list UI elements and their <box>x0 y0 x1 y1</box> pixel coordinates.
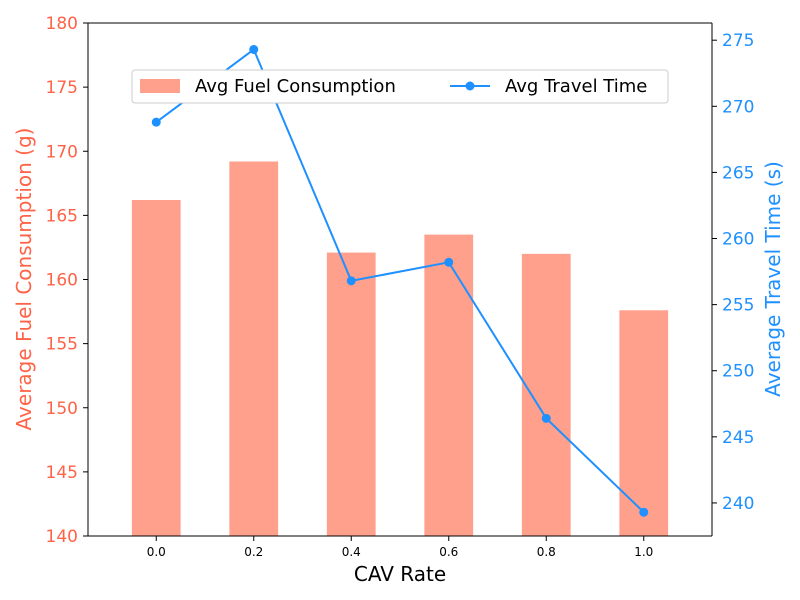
legend-label-travel: Avg Travel Time <box>505 76 647 97</box>
left-y-ticks: 140 145 150 155 160 165 170 175 180 <box>46 14 88 547</box>
right-tick-label-1: 245 <box>722 428 754 448</box>
travel-time-point-3 <box>444 257 454 267</box>
bar-5 <box>619 310 669 536</box>
x-tick-label-3: 0.6 <box>439 545 458 559</box>
left-tick-label-7: 175 <box>46 78 78 98</box>
left-y-axis-label: Average Fuel Consumption (g) <box>12 128 36 431</box>
axes <box>87 22 713 537</box>
x-axis-label: CAV Rate <box>354 562 446 586</box>
x-tick-label-4: 0.8 <box>537 545 556 559</box>
bar-series <box>131 161 669 537</box>
legend: Avg Fuel Consumption Avg Travel Time <box>131 69 669 104</box>
x-tick-label-5: 1.0 <box>634 545 653 559</box>
travel-time-point-1 <box>249 44 259 54</box>
travel-time-point-0 <box>151 117 161 127</box>
right-y-ticks: 240 245 250 255 260 265 270 275 <box>712 31 754 514</box>
legend-line-marker <box>465 81 475 91</box>
bar-4 <box>521 253 571 536</box>
left-tick-label-8: 180 <box>46 14 78 34</box>
legend-bar-swatch <box>140 79 180 93</box>
right-tick-label-4: 260 <box>722 230 754 250</box>
left-tick-label-3: 155 <box>46 335 78 355</box>
x-tick-label-0: 0.0 <box>147 545 166 559</box>
left-tick-label-1: 145 <box>46 463 78 483</box>
right-tick-label-6: 270 <box>722 97 754 117</box>
travel-time-point-2 <box>346 276 356 286</box>
right-tick-label-2: 250 <box>722 362 754 382</box>
right-tick-label-7: 275 <box>722 31 754 51</box>
legend-frame <box>131 69 669 104</box>
right-y-axis-label: Average Travel Time (s) <box>761 161 785 397</box>
x-tick-label-1: 0.2 <box>244 545 263 559</box>
bar-1 <box>229 161 279 536</box>
left-tick-label-0: 140 <box>46 527 78 547</box>
legend-label-fuel: Avg Fuel Consumption <box>195 76 396 97</box>
right-tick-label-0: 240 <box>722 494 754 514</box>
right-tick-label-5: 265 <box>722 163 754 183</box>
right-tick-label-3: 255 <box>722 296 754 316</box>
x-tick-label-2: 0.4 <box>342 545 361 559</box>
bar-2 <box>326 252 376 536</box>
left-tick-label-5: 165 <box>46 206 78 226</box>
left-tick-label-6: 170 <box>46 142 78 162</box>
left-tick-label-4: 160 <box>46 271 78 291</box>
travel-time-point-4 <box>541 413 551 423</box>
travel-time-line <box>155 47 645 513</box>
x-ticks: 0.0 0.2 0.4 0.6 0.8 1.0 <box>147 536 653 559</box>
travel-time-point-5 <box>639 507 649 517</box>
bar-3 <box>424 234 474 537</box>
line-series <box>151 44 649 517</box>
left-tick-label-2: 150 <box>46 399 78 419</box>
bar-0 <box>131 199 181 537</box>
